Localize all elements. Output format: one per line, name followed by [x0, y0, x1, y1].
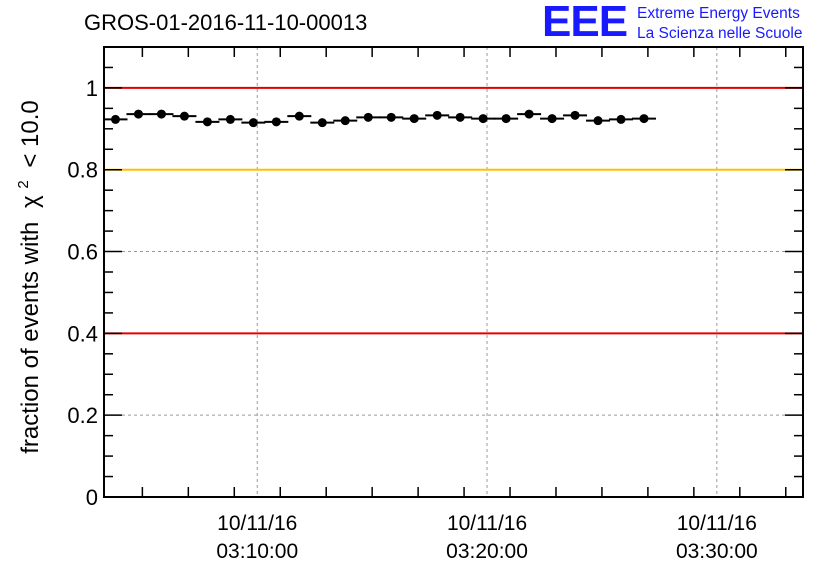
data-point — [340, 116, 350, 126]
data-point — [409, 114, 419, 124]
grid-lines — [104, 47, 803, 497]
x-tick-date-label: 10/11/16 — [217, 512, 297, 535]
y-tick-label: 0.6 — [67, 240, 98, 265]
y-axis-title-symbol: χ — [17, 195, 44, 208]
logo-mark: EEE — [542, 0, 628, 46]
data-point — [501, 114, 511, 124]
data-point — [432, 110, 442, 120]
data-points — [103, 109, 656, 128]
data-point — [225, 114, 235, 124]
data-point — [524, 109, 534, 119]
data-point — [363, 112, 373, 122]
x-tick-time-label: 03:30:00 — [676, 540, 758, 563]
data-point — [133, 109, 143, 119]
data-point — [639, 114, 649, 124]
logo-line-2: La Scienza nelle Scuole — [637, 25, 803, 42]
chart-title: GROS-01-2016-11-10-00013 — [84, 10, 368, 35]
data-point — [110, 114, 120, 124]
data-point — [271, 117, 281, 127]
x-tick-time-label: 03:10:00 — [216, 540, 298, 563]
tick-labels: 0 0.2 0.4 0.6 0.8 1 10/11/16 03:10:00 10/11/16 03… — [67, 76, 757, 563]
data-point — [547, 114, 557, 124]
data-point — [478, 114, 488, 124]
y-axis-title-exponent: 2 — [15, 180, 32, 188]
plot-frame — [103, 46, 804, 498]
data-point — [616, 114, 626, 124]
logo-line-1: Extreme Energy Events — [637, 5, 800, 22]
y-tick-label: 0.2 — [67, 403, 98, 428]
x-tick-date-label: 10/11/16 — [677, 512, 757, 535]
x-tick-time-label: 03:20:00 — [446, 540, 528, 563]
y-axis-title: fraction of events with χ 2 < 10.0 — [7, 100, 44, 454]
data-point — [156, 109, 166, 119]
data-point — [179, 111, 189, 121]
data-point — [202, 117, 212, 127]
data-point — [386, 112, 396, 122]
data-point — [593, 116, 603, 126]
data-point — [317, 118, 327, 128]
data-point — [294, 111, 304, 121]
data-point — [570, 110, 580, 120]
reference-lines — [104, 86, 803, 335]
y-tick-label: 0.8 — [67, 158, 98, 183]
data-point — [248, 118, 258, 128]
x-tick-date-label: 10/11/16 — [447, 512, 527, 535]
data-point — [455, 112, 465, 122]
y-axis-title-text: fraction of events with — [17, 222, 44, 454]
y-tick-label: 0.4 — [67, 321, 98, 346]
y-tick-label: 0 — [86, 485, 98, 510]
axis-ticks — [104, 46, 803, 498]
y-tick-label: 1 — [86, 76, 98, 101]
y-axis-title-threshold: < 10.0 — [17, 100, 44, 167]
